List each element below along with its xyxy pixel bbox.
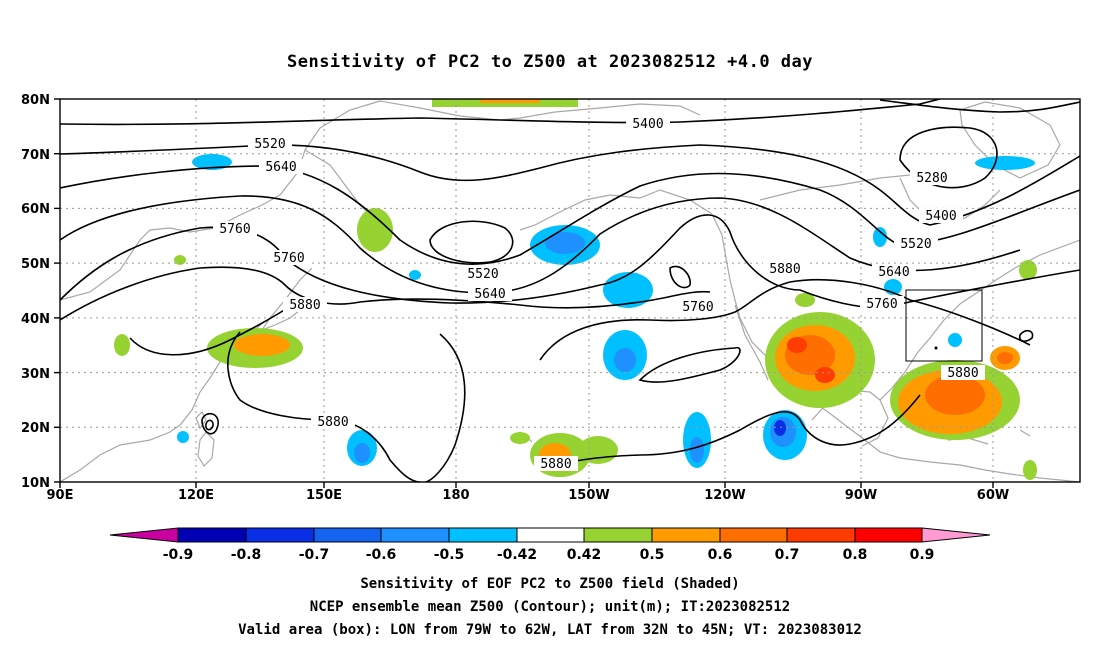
contour-label: 5880 [317, 415, 348, 430]
colorbar-bin [245, 527, 315, 543]
shade-negative [873, 227, 887, 247]
contour-label: 5760 [682, 300, 713, 315]
caption-line-contour: NCEP ensemble mean Z500 (Contour); unit(… [310, 599, 790, 615]
contour-label: 5760 [866, 297, 897, 312]
lon-label: 90W [845, 488, 877, 503]
shade-negative [177, 431, 189, 443]
lon-label: 150E [306, 488, 342, 503]
contour-label: 5640 [474, 287, 505, 302]
shade-negative [354, 443, 370, 463]
contour-label: 5880 [540, 457, 571, 472]
shade-positive [114, 334, 130, 356]
colorbar-bin [380, 527, 450, 543]
lat-label: 10N [21, 476, 50, 491]
contour-label: 5760 [219, 222, 250, 237]
lat-label: 40N [21, 312, 50, 327]
colorbar-bin [854, 527, 923, 543]
shade-negative [948, 333, 962, 347]
shade-positive [1019, 260, 1037, 280]
colorbar-bin [177, 527, 247, 543]
shade-negative [603, 272, 653, 308]
colorbar: -0.9 -0.8 -0.7 -0.6 -0.5 -0.42 0.42 0.5 … [109, 527, 991, 563]
colorbar-low-triangle [109, 527, 179, 543]
lon-label: 90E [47, 488, 74, 503]
plot-frame [59, 98, 1081, 483]
frame-ticks [54, 98, 994, 488]
contour-label: 5520 [900, 237, 931, 252]
shade-negative [192, 154, 232, 170]
caption-line-valid-area: Valid area (box): LON from 79W to 62W, L… [238, 622, 862, 638]
colorbar-high-triangle [921, 527, 991, 543]
caption-line-shading: Sensitivity of EOF PC2 to Z500 field (Sh… [360, 576, 739, 592]
lon-label: 60W [977, 488, 1009, 503]
contour-labels: 5400 5520 5640 5280 5400 5520 5640 5760 … [213, 116, 985, 472]
contour-label: 5760 [273, 251, 304, 266]
lat-label: 80N [21, 93, 50, 108]
colorbar-bin [448, 527, 518, 543]
shade-positive [234, 334, 290, 356]
shade-negative [690, 437, 704, 463]
shade-positive [480, 99, 540, 103]
contour-label: 5520 [254, 137, 285, 152]
map-title: Sensitivity of PC2 to Z500 at 2023082512… [287, 52, 813, 72]
colorbar-label: -0.5 [434, 547, 465, 563]
colorbar-label: 0.8 [843, 547, 868, 563]
shade-positive [925, 375, 985, 415]
lon-label: 120W [704, 488, 745, 503]
colorbar-label: -0.7 [299, 547, 330, 563]
shade-positive [510, 432, 530, 444]
shade-positive [997, 352, 1013, 364]
colorbar-bin [516, 527, 585, 543]
colorbar-bin [719, 527, 788, 543]
colorbar-label: 0.5 [640, 547, 665, 563]
shade-negative [409, 270, 421, 280]
lat-label: 50N [21, 257, 50, 272]
shade-negative [774, 420, 786, 436]
shade-negative [545, 232, 585, 254]
colorbar-label: 0.9 [910, 547, 935, 563]
contour-label: 5880 [289, 298, 320, 313]
colorbar-label: -0.9 [163, 547, 194, 563]
colorbar-label: 0.7 [775, 547, 800, 563]
contour-label: 5640 [878, 265, 909, 280]
box-marker [934, 346, 938, 350]
colorbar-bin [651, 527, 721, 543]
contour-label: 5400 [632, 117, 663, 132]
contour-label: 5280 [916, 171, 947, 186]
lat-label: 30N [21, 367, 50, 382]
shade-positive [1023, 460, 1037, 480]
contour-label: 5400 [925, 209, 956, 224]
colorbar-label: 0.42 [567, 547, 602, 563]
colorbar-label: -0.42 [497, 547, 537, 563]
shade-positive [787, 337, 807, 353]
contour-label: 5880 [769, 262, 800, 277]
lon-label: 180 [442, 488, 469, 503]
lat-labels: 80N 70N 60N 50N 40N 30N 20N 10N [21, 93, 50, 491]
colorbar-label: -0.6 [366, 547, 397, 563]
shade-positive [174, 255, 186, 265]
plot-area: 80N 70N 60N 50N 40N 30N 20N 10N 90E 120E… [21, 93, 1081, 503]
colorbar-bin [786, 527, 856, 543]
shade-negative [614, 348, 636, 372]
contour-label: 5880 [947, 366, 978, 381]
shade-positive [815, 367, 835, 383]
lon-labels: 90E 120E 150E 180 150W 120W 90W 60W [47, 488, 1010, 503]
caption: Sensitivity of EOF PC2 to Z500 field (Sh… [238, 576, 862, 638]
lat-label: 70N [21, 148, 50, 163]
colorbar-bin [313, 527, 382, 543]
lat-label: 60N [21, 202, 50, 217]
colorbar-bin [583, 527, 653, 543]
valid-area-box [905, 289, 983, 362]
contour-label: 5640 [265, 160, 296, 175]
colorbar-label: -0.8 [231, 547, 262, 563]
shade-negative [975, 156, 1035, 170]
lon-label: 150W [568, 488, 609, 503]
lat-label: 20N [21, 421, 50, 436]
contour-label: 5520 [467, 267, 498, 282]
lon-label: 120E [178, 488, 214, 503]
shade-positive [795, 293, 815, 307]
shade-positive [357, 208, 393, 252]
colorbar-label: 0.6 [708, 547, 733, 563]
